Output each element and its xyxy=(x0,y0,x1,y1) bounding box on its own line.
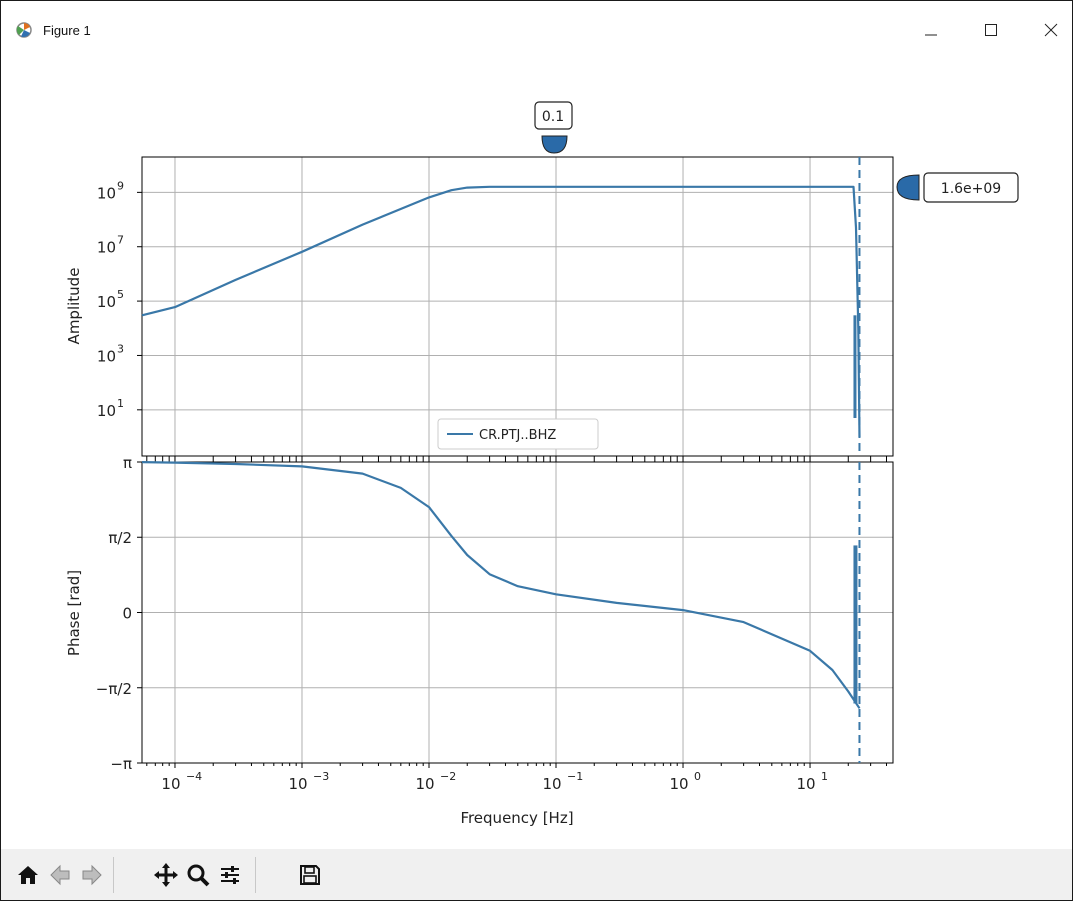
configure-subplots-button[interactable] xyxy=(215,859,245,891)
back-button[interactable] xyxy=(45,859,75,891)
amplitude-y-tick-label: 10 xyxy=(97,239,116,257)
minimize-icon xyxy=(925,34,937,36)
amplitude-y-tick-label-exponent: 3 xyxy=(117,342,124,355)
phase-ticks: −π −π/2 0 π/2 π xyxy=(96,454,142,773)
window-title: Figure 1 xyxy=(43,23,91,38)
x-tick-label: 10 xyxy=(796,775,815,793)
minimize-button[interactable] xyxy=(911,15,951,45)
phase-series xyxy=(141,461,861,763)
back-arrow-icon xyxy=(50,864,70,886)
x-tick-label: 10 xyxy=(542,775,561,793)
amplitude-grid xyxy=(142,157,893,456)
title-bar: Figure 1 xyxy=(1,1,1072,61)
x-tick-label: 10 xyxy=(669,775,688,793)
amplitude-ylabel: Amplitude xyxy=(65,268,83,345)
x-tick-label: 10 xyxy=(415,775,434,793)
phase-y-tick-label: π/2 xyxy=(108,529,132,547)
amplitude-y-tick-label: 10 xyxy=(97,184,116,202)
amplitude-y-tick-label: 10 xyxy=(97,347,116,365)
amplitude-series xyxy=(141,157,861,456)
amplitude-y-tick-label: 10 xyxy=(97,402,116,420)
amplitude-y-tick-label-exponent: 9 xyxy=(117,179,124,192)
amp-marker-box xyxy=(923,172,1019,203)
amp-marker[interactable]: 1.6e+09 xyxy=(896,172,1019,203)
amp-marker-handle-icon xyxy=(896,174,920,201)
phase-y-tick-label: 0 xyxy=(122,605,132,623)
freq-marker-label: 0.1 xyxy=(542,109,564,125)
phase-spike xyxy=(853,545,858,704)
toolbar-separator xyxy=(255,857,256,893)
zoom-icon xyxy=(187,864,210,887)
x-tick-label-exponent: −2 xyxy=(440,770,456,783)
amplitude-y-tick-label-exponent: 5 xyxy=(117,288,124,301)
amplitude-y-tick-label-exponent: 7 xyxy=(117,234,124,247)
forward-arrow-icon xyxy=(82,864,102,886)
close-button[interactable] xyxy=(1031,15,1071,45)
maximize-button[interactable] xyxy=(971,15,1011,45)
phase-y-tick-label: −π/2 xyxy=(96,680,132,698)
x-tick-label-exponent: −1 xyxy=(567,770,583,783)
amplitude-y-tick-label-exponent: 1 xyxy=(117,397,124,410)
amplitude-axes-frame xyxy=(141,156,894,457)
pan-icon xyxy=(154,863,178,887)
x-tick-label-exponent: −4 xyxy=(186,770,202,783)
x-tick-label-exponent: −3 xyxy=(313,770,329,783)
navigation-toolbar xyxy=(1,849,1072,900)
configure-subplots-icon xyxy=(221,866,239,884)
x-tick-label-exponent: 0 xyxy=(694,770,701,783)
legend-frame xyxy=(437,418,599,450)
phase-y-tick-label: π xyxy=(123,454,132,472)
x-tick-label: 10 xyxy=(288,775,307,793)
phase-grid xyxy=(142,461,893,764)
amplitude-y-tick-label: 10 xyxy=(97,293,116,311)
amp-marker-label: 1.6e+09 xyxy=(941,181,1001,197)
x-tick-label-exponent: 1 xyxy=(821,770,828,783)
zoom-button[interactable] xyxy=(183,859,213,891)
phase-ylabel: Phase [rad] xyxy=(65,570,83,656)
phase-line xyxy=(141,461,861,709)
amplitude-line xyxy=(141,185,861,438)
frequency-ticks: 10 −4 10 −3 10 −2 10 −1 10 0 10 1 xyxy=(146,456,888,793)
forward-button[interactable] xyxy=(77,859,107,891)
pan-button[interactable] xyxy=(151,859,181,891)
maximize-icon xyxy=(985,24,997,36)
save-button[interactable] xyxy=(295,859,325,891)
home-button[interactable] xyxy=(13,859,43,891)
freq-marker[interactable]: 0.1 xyxy=(534,101,573,154)
home-icon xyxy=(18,866,38,884)
legend-label: CR.PTJ..BHZ xyxy=(479,428,556,443)
freq-marker-box xyxy=(534,101,573,130)
x-tick-label: 10 xyxy=(161,775,180,793)
toolbar-separator xyxy=(113,857,114,893)
frequency-xlabel: Frequency [Hz] xyxy=(460,809,573,827)
amplitude-spike xyxy=(853,315,857,419)
legend: CR.PTJ..BHZ xyxy=(437,418,599,450)
close-icon xyxy=(1044,23,1058,37)
freq-marker-handle-icon xyxy=(541,135,568,154)
matplotlib-icon xyxy=(16,22,32,38)
phase-y-tick-label: −π xyxy=(110,755,132,773)
save-icon xyxy=(300,865,320,885)
